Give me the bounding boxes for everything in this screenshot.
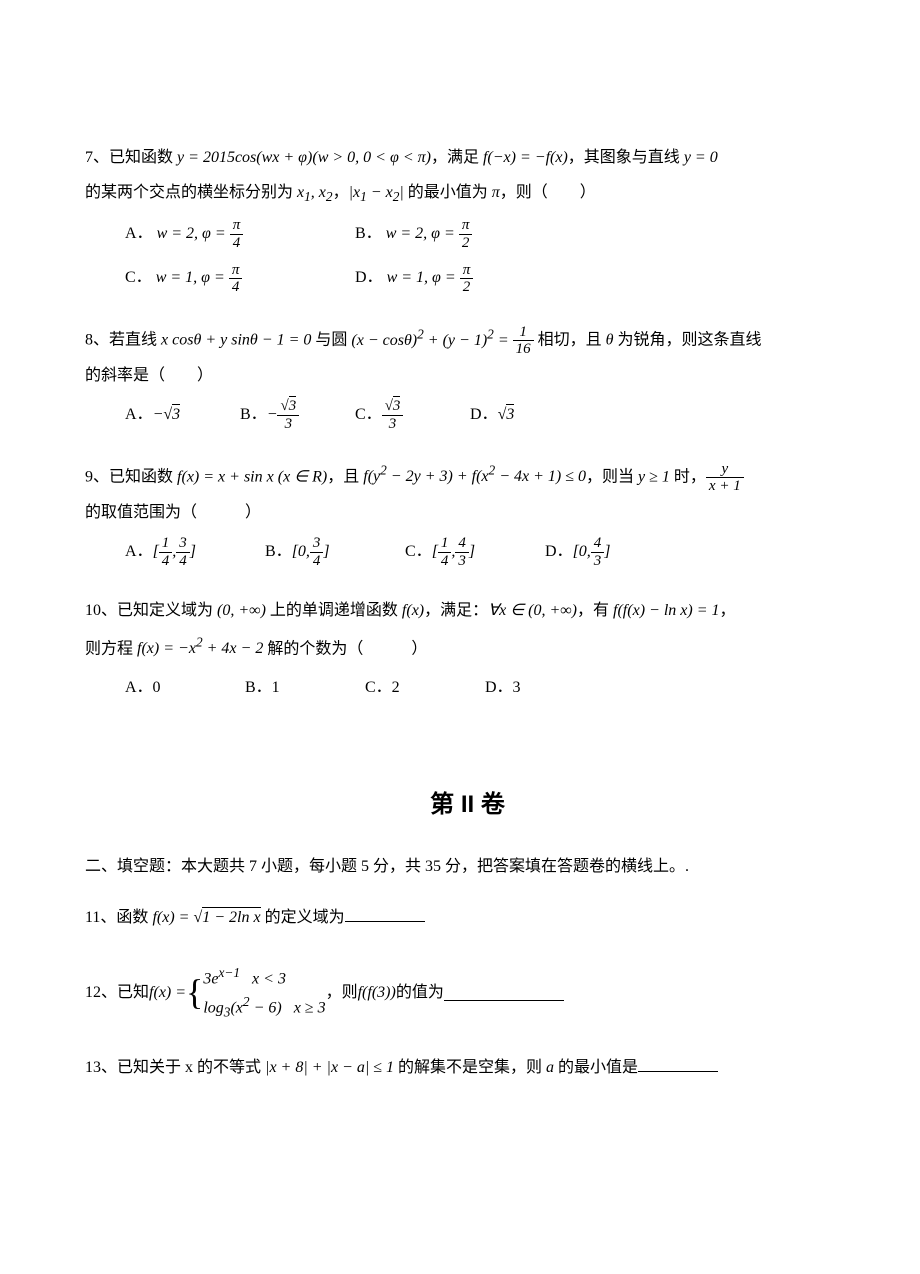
q8-options: A．−√3 B．−√33 C．√33 D．√3: [85, 393, 850, 438]
q11-blank: [345, 906, 425, 922]
q9-text2: ，且: [327, 468, 363, 485]
q12-eq1-pre: f(x) =: [149, 975, 186, 1010]
q8-text1: 若直线: [109, 332, 161, 349]
q7-text1: 已知函数: [109, 149, 177, 166]
q7-label: 7、: [85, 149, 109, 166]
q9-options: A．[14,34] B．[0,34] C．[14,43] D．[0,43]: [85, 530, 850, 575]
q8-optB: B．−√33: [240, 393, 355, 438]
q10-text6: 则方程: [85, 640, 137, 657]
q10-text4: ，有: [577, 602, 613, 619]
q9-eq1: f(x) = x + sin x (x ∈ R): [177, 468, 327, 485]
q7-text5: ，: [333, 184, 349, 201]
q7-eq5: |x1 − x2|: [349, 184, 404, 201]
section2-desc: 二、填空题：本大题共 7 小题，每小题 5 分，共 35 分，把答案填在答题卷的…: [85, 854, 850, 880]
q9-text5: 的取值范围为（ ）: [85, 504, 261, 521]
q7-text7: ，则（ ）: [500, 184, 596, 201]
q8-eq2: (x − cosθ)2 + (y − 1)2 =: [351, 332, 512, 349]
q8-eq1: x cosθ + y sinθ − 1 = 0: [161, 332, 311, 349]
q11-label: 11、: [85, 909, 116, 926]
q9-optA: A．[14,34]: [125, 530, 265, 575]
q9-optD: D．[0,43]: [545, 530, 685, 575]
q8-optD: D．√3: [470, 393, 585, 438]
q8-eq3: θ: [606, 332, 614, 349]
q12-piecewise: 3ex−1 x < 3log3(x2 − 6) x ≥ 3: [203, 963, 325, 1022]
question-9: 9、已知函数 f(x) = x + sin x (x ∈ R)，且 f(y2 −…: [85, 456, 850, 575]
q9-optC: C．[14,43]: [405, 530, 545, 575]
q10-optC: C．2: [365, 666, 485, 711]
question-13: 13、已知关于 x 的不等式 |x + 8| + |x − a| ≤ 1 的解集…: [85, 1050, 850, 1085]
q9-text3: ，则当: [586, 468, 638, 485]
brace-icon: {: [186, 953, 203, 1032]
q11-eq1: f(x) = √1 − 2ln x: [152, 907, 260, 926]
q8-text3: 相切，且: [534, 332, 606, 349]
q13-text3: 的最小值是: [554, 1059, 638, 1076]
q10-text5: ，: [720, 602, 736, 619]
q9-optB: B．[0,34]: [265, 530, 405, 575]
q9-text1: 已知函数: [109, 468, 177, 485]
q10-text7: 解的个数为（ ）: [263, 640, 427, 657]
q10-optD: D．3: [485, 666, 605, 711]
q10-optB: B．1: [245, 666, 365, 711]
q12-text2: ，则: [326, 975, 358, 1010]
q13-label: 13、: [85, 1059, 117, 1076]
q7-eq4: x1, x2: [297, 184, 333, 201]
question-10: 10、已知定义域为 (0, +∞) 上的单调递增函数 f(x)，满足：∀x ∈ …: [85, 593, 850, 712]
q7-options: A． w = 2, φ = π4 B． w = 2, φ = π2 C． w =…: [85, 212, 850, 302]
q7-eq1: y = 2015cos(wx + φ)(w > 0, 0 < φ < π): [177, 149, 431, 166]
q8-optC: C．√33: [355, 393, 470, 438]
q13-text1: 已知关于 x 的不等式: [117, 1059, 265, 1076]
q13-text2: 的解集不是空集，则: [394, 1059, 546, 1076]
q9-label: 9、: [85, 468, 109, 485]
q7-optB: B． w = 2, φ = π2: [355, 212, 585, 257]
q9-eq2: f(y2 − 2y + 3) + f(x2 − 4x + 1) ≤ 0: [363, 468, 586, 485]
question-8: 8、若直线 x cosθ + y sinθ − 1 = 0 与圆 (x − co…: [85, 319, 850, 438]
q13-eq1: |x + 8| + |x − a| ≤ 1: [265, 1059, 394, 1076]
q10-options: A．0 B．1 C．2 D．3: [85, 666, 850, 711]
q12-label: 12、: [85, 975, 117, 1010]
q7-text4: 的某两个交点的横坐标分别为: [85, 184, 297, 201]
q9-eq4: yx + 1: [706, 461, 744, 495]
q9-text4: 时，: [670, 468, 706, 485]
q10-text3: ，满足：: [424, 602, 488, 619]
q7-eq6: π: [492, 184, 500, 201]
q10-eq5: f(x) = −x2 + 4x − 2: [137, 640, 263, 657]
q10-optA: A．0: [125, 666, 245, 711]
q7-optC: C． w = 1, φ = π4: [125, 256, 355, 301]
q12-text1: 已知: [117, 975, 149, 1010]
q10-eq1: (0, +∞): [217, 602, 266, 619]
q12-blank: [444, 985, 564, 1001]
q8-text4: 为锐角，则这条直线: [614, 332, 762, 349]
q7-eq3: y = 0: [684, 149, 718, 166]
question-11: 11、函数 f(x) = √1 − 2ln x 的定义域为: [85, 900, 850, 935]
q13-blank: [638, 1056, 718, 1072]
q10-eq4: f(f(x) − ln x) = 1: [613, 602, 719, 619]
q8-label: 8、: [85, 332, 109, 349]
q10-eq2: f(x): [402, 602, 424, 619]
q7-eq2: f(−x) = −f(x): [483, 149, 568, 166]
q7-text6: 的最小值为: [404, 184, 492, 201]
q7-optD: D． w = 1, φ = π2: [355, 256, 585, 301]
q11-text2: 的定义域为: [261, 909, 345, 926]
q8-text5: 的斜率是（ ）: [85, 367, 213, 384]
q7-optA: A． w = 2, φ = π4: [125, 212, 355, 257]
question-12: 12、已知 f(x) = {3ex−1 x < 3log3(x2 − 6) x …: [85, 953, 850, 1032]
q10-label: 10、: [85, 602, 117, 619]
q10-text1: 已知定义域为: [117, 602, 217, 619]
q8-optA: A．−√3: [125, 393, 240, 438]
q12-text3: 的值为: [396, 975, 444, 1010]
q10-text2: 上的单调递增函数: [266, 602, 402, 619]
q13-eq2: a: [546, 1059, 554, 1076]
q9-eq3: y ≥ 1: [638, 468, 670, 485]
q11-text1: 函数: [116, 909, 152, 926]
q7-text2: ，满足: [431, 149, 483, 166]
q12-eq2: f(f(3)): [358, 975, 396, 1010]
question-7: 7、已知函数 y = 2015cos(wx + φ)(w > 0, 0 < φ …: [85, 140, 850, 301]
q8-text2: 与圆: [311, 332, 351, 349]
q7-text3: ，其图象与直线: [568, 149, 684, 166]
section2-title: 第 II 卷: [85, 786, 850, 824]
q10-eq3: ∀x ∈ (0, +∞): [488, 602, 577, 619]
